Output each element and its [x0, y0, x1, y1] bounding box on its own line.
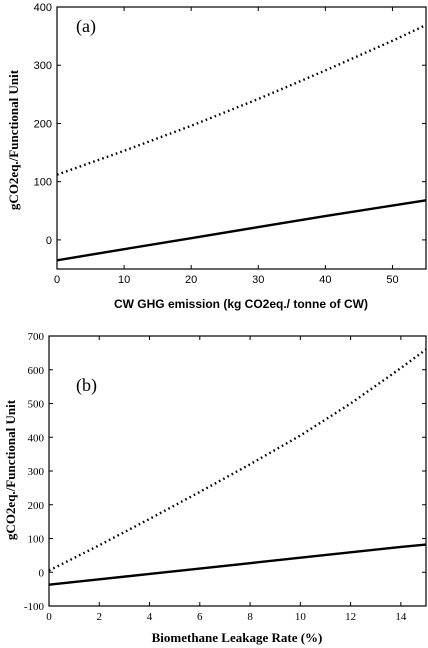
x-tick-label-b: 12 — [345, 611, 356, 623]
y-tick-label-b: 100 — [28, 534, 45, 546]
y-tick-label-a: 300 — [34, 60, 52, 72]
y-tick-label-b: 300 — [28, 466, 45, 478]
x-tick-label-b: 4 — [147, 611, 153, 623]
y-tick-label-a: 0 — [46, 235, 52, 247]
y-tick-label-b: 500 — [28, 399, 45, 411]
plot-frame-a — [56, 6, 427, 270]
x-tick-label-b: 14 — [395, 611, 407, 623]
x-tick-label-b: 2 — [97, 611, 103, 623]
ticks-a: 0 10 20 30 40 50 0 100 200 300 400 — [34, 2, 426, 286]
y-tick-label-b: 200 — [28, 500, 45, 512]
y-tick-label-b: 0 — [39, 567, 45, 579]
series-group-a — [56, 23, 427, 262]
x-axis-label-b: Biomethane Leakage Rate (%) — [152, 630, 323, 645]
x-tick-label-b: 6 — [197, 611, 203, 623]
x-tick-label-a: 40 — [319, 274, 331, 286]
chart-panel-b: (b) Biomethane Leakage Rate (%) gCO2eq./… — [3, 331, 427, 645]
solid-series-line-a — [56, 199, 427, 262]
x-tick-label-b: 0 — [46, 611, 52, 623]
y-tick-label-b: 400 — [28, 432, 45, 444]
chart-panel-a: (a) CW GHG emission (kg CO2eq./ tonne of… — [6, 2, 427, 311]
x-tick-label-b: 10 — [295, 611, 307, 623]
x-tick-label-a: 20 — [185, 274, 197, 286]
y-tick-label-b: 600 — [28, 365, 45, 377]
y-tick-label-a: 400 — [34, 2, 52, 14]
x-tick-label-a: 50 — [386, 274, 398, 286]
panel-label-b: (b) — [76, 375, 97, 396]
y-tick-label-a: 100 — [34, 177, 52, 189]
x-tick-label-b: 8 — [247, 611, 253, 623]
panel-label-a: (a) — [76, 16, 96, 37]
y-tick-label-b: -100 — [24, 601, 45, 613]
dotted-series-line-a — [56, 23, 427, 176]
y-axis-label-a: gCO2eq./Functional Unit — [6, 69, 21, 210]
x-tick-label-a: 30 — [252, 274, 264, 286]
y-axis-label-b: gCO2eq./Functional Unit — [3, 399, 18, 540]
x-tick-label-a: 0 — [54, 274, 60, 286]
solid-series-line-b — [48, 543, 427, 586]
y-tick-label-a: 200 — [34, 118, 52, 130]
dotted-series-line-b — [48, 348, 427, 572]
y-tick-label-b: 700 — [28, 331, 45, 343]
series-group-b — [48, 348, 427, 586]
x-axis-label-a: CW GHG emission (kg CO2eq./ tonne of CW) — [114, 297, 368, 311]
x-tick-label-a: 10 — [118, 274, 130, 286]
